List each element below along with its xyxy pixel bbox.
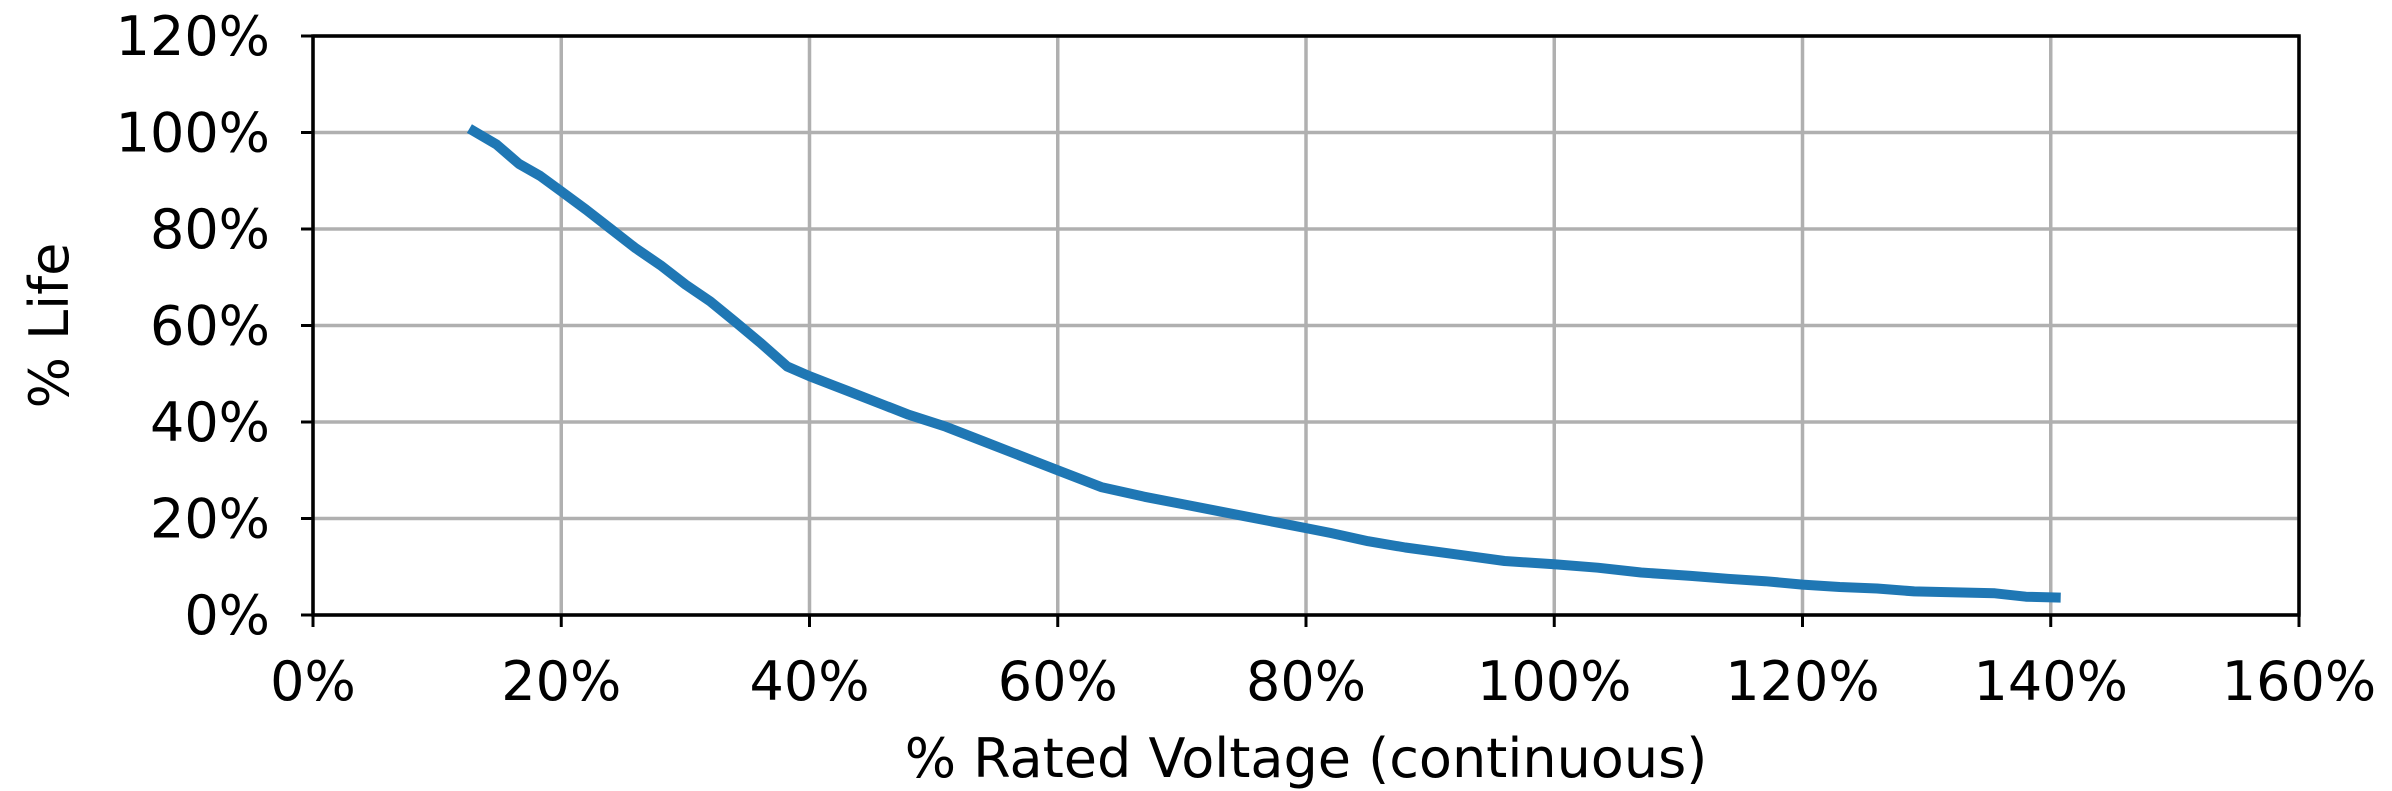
x-tick-label: 40% xyxy=(749,650,869,713)
y-tick-label: 0% xyxy=(184,584,270,647)
x-tick-label: 120% xyxy=(1725,650,1879,713)
y-tick-label: 100% xyxy=(116,102,270,165)
x-tick-label: 80% xyxy=(1246,650,1366,713)
x-tick-label: 20% xyxy=(501,650,621,713)
y-tick-label: 20% xyxy=(150,488,270,551)
x-axis-title: % Rated Voltage (continuous) xyxy=(905,727,1708,790)
x-tick-label: 100% xyxy=(1477,650,1631,713)
y-tick-label: 40% xyxy=(150,391,270,454)
y-tick-label: 80% xyxy=(150,198,270,261)
series-line xyxy=(466,124,2061,603)
x-tick-label: 140% xyxy=(1974,650,2128,713)
x-tick-label: 60% xyxy=(998,650,1118,713)
x-tick-label: 0% xyxy=(270,650,356,713)
axis-ticks: 0% 20% 40% 60% 80% 100% 120% 140% 160% 0% 20% 40% 60… xyxy=(116,5,2377,713)
x-tick-label: 160% xyxy=(2222,650,2376,713)
y-tick-label: 120% xyxy=(116,5,270,68)
y-axis-title: % Life xyxy=(18,243,81,409)
y-tick-label: 60% xyxy=(150,295,270,358)
series-layer xyxy=(466,124,2061,603)
